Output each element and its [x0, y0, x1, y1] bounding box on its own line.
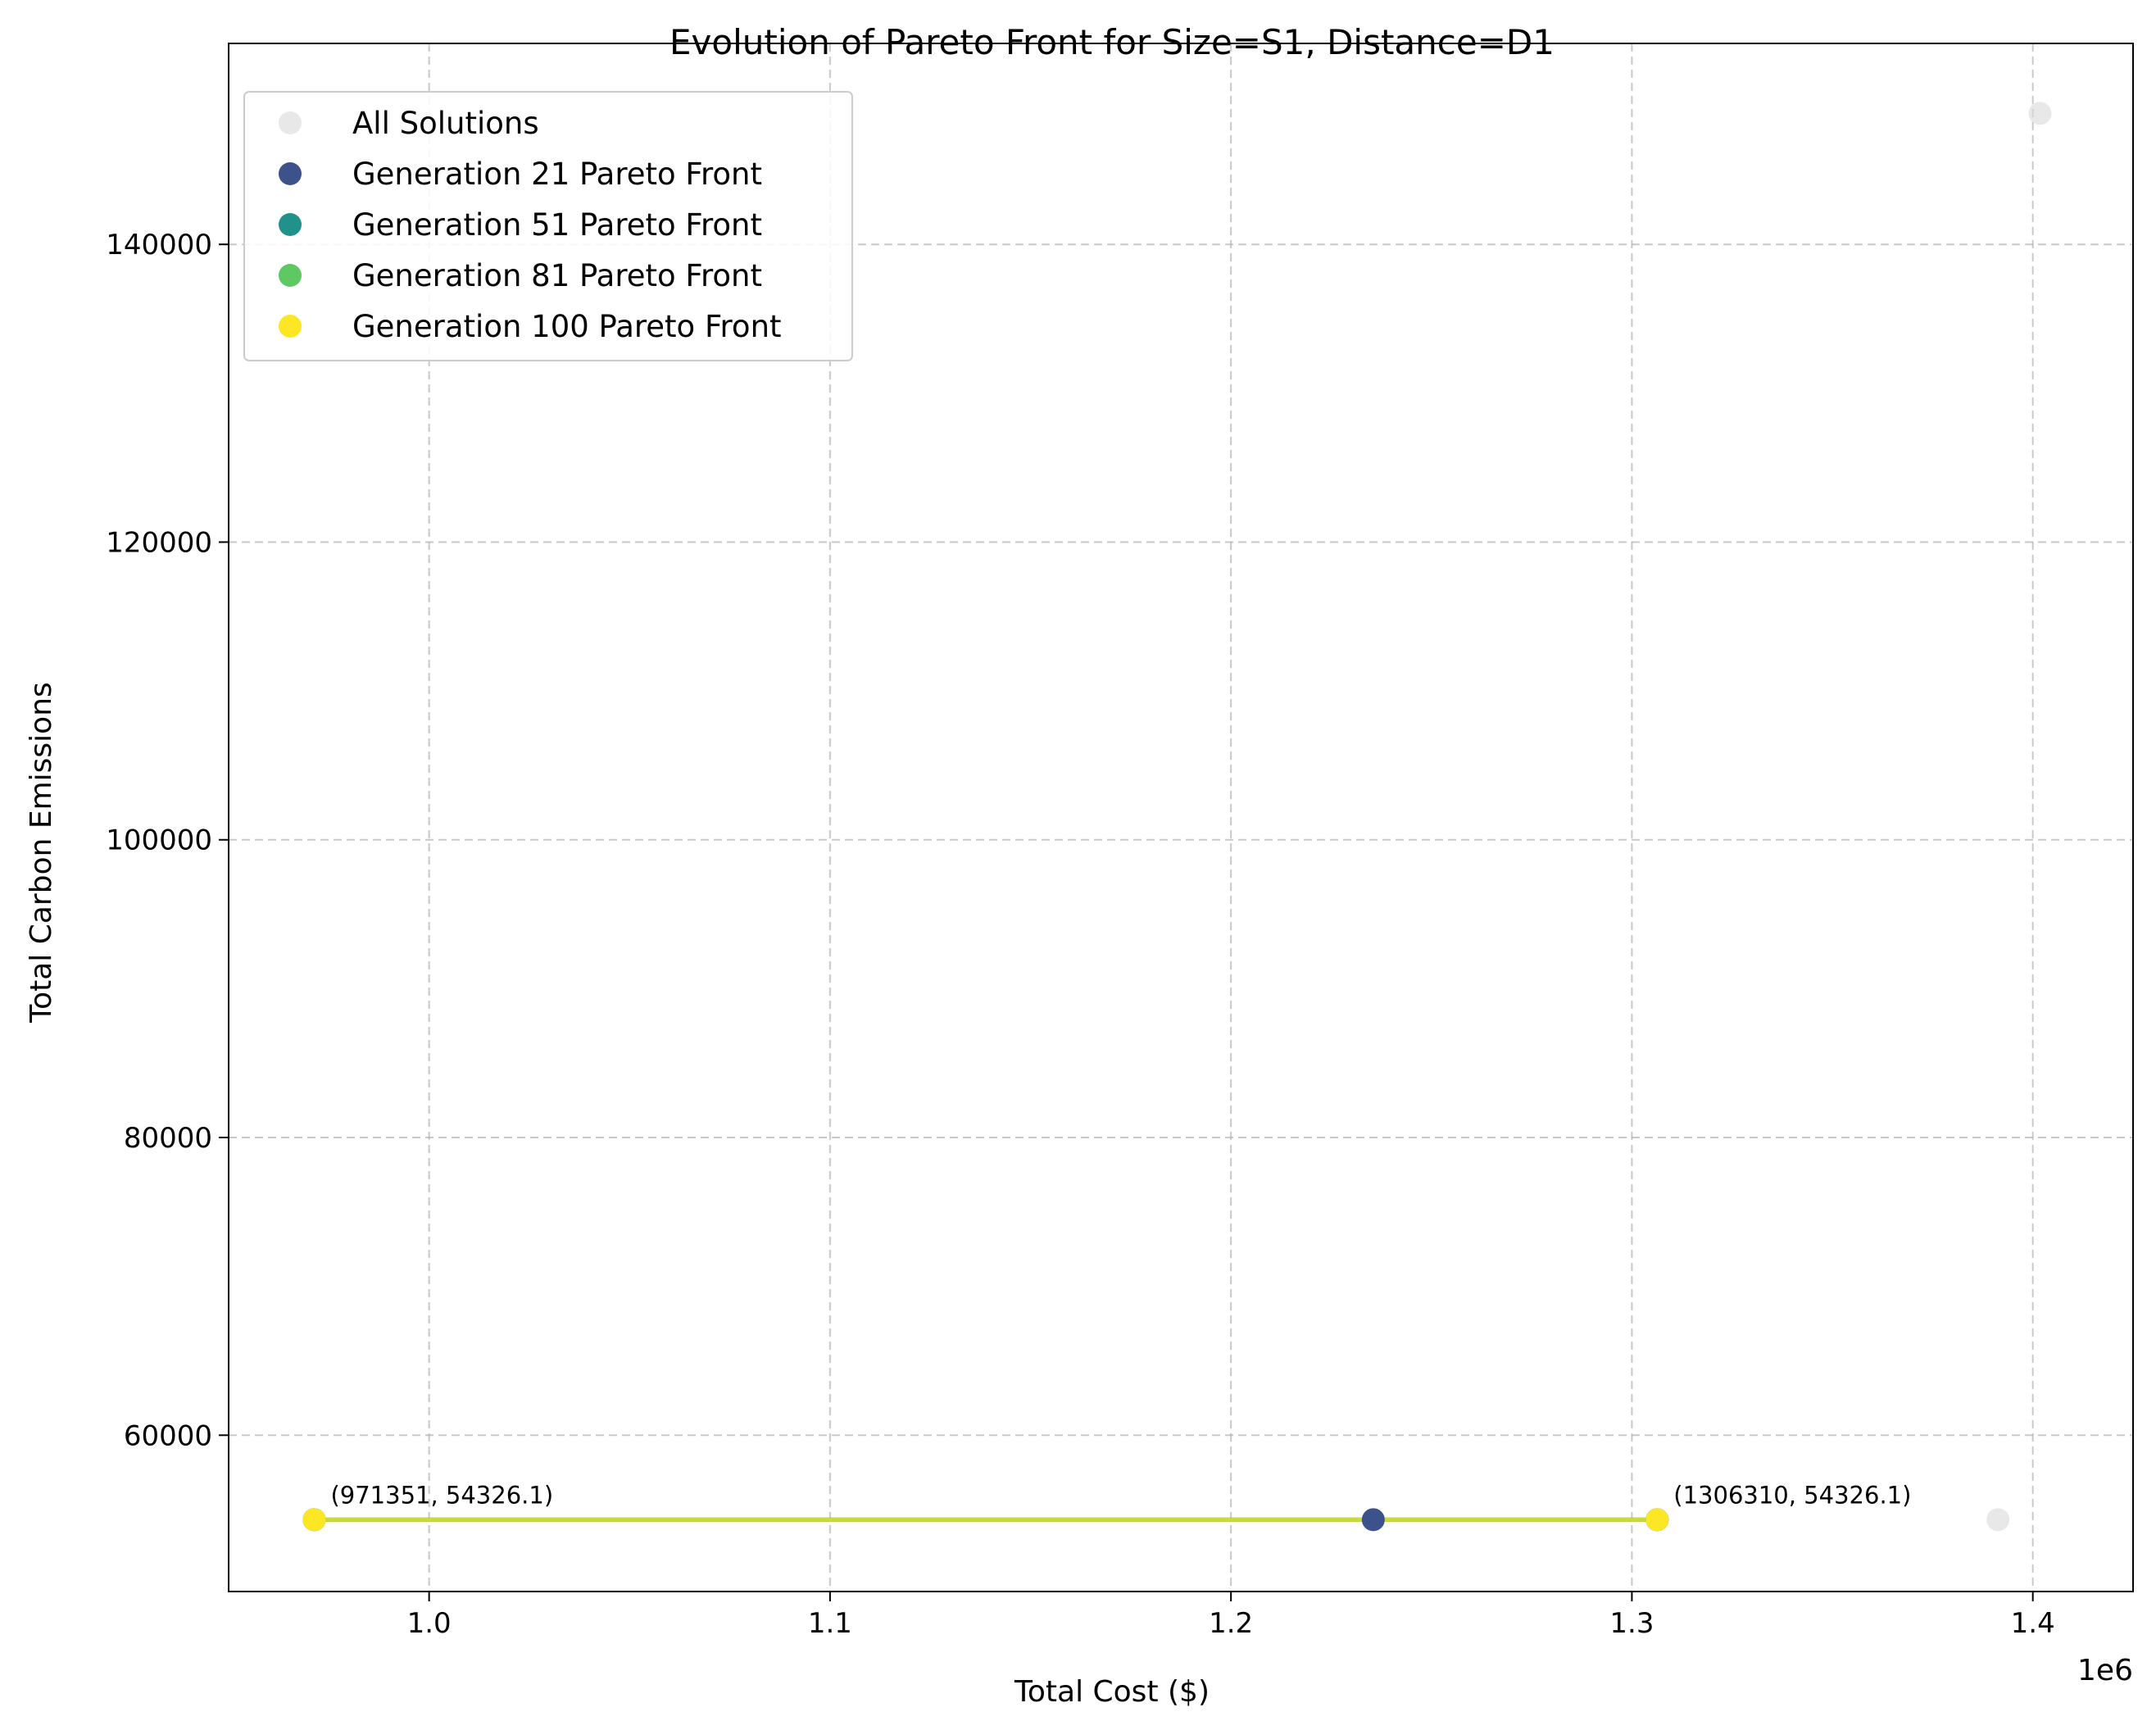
legend-label: Generation 81 Pareto Front — [352, 258, 762, 293]
x-tick-label: 1.0 — [407, 1607, 452, 1640]
legend: All Solutions Generation 21 Pareto Front G… — [243, 91, 853, 361]
legend-label: Generation 21 Pareto Front — [352, 157, 762, 192]
point-annotation: (1306310, 54326.1) — [1673, 1481, 1911, 1509]
data-point-series-0 — [2028, 102, 2052, 125]
y-tick-label: 140000 — [106, 229, 212, 261]
legend-box — [243, 91, 853, 361]
data-point-series-0 — [1986, 1508, 2010, 1532]
x-tick-label: 1.1 — [808, 1607, 852, 1640]
x-tick-label: 1.3 — [1609, 1607, 1654, 1640]
y-tick-label: 120000 — [106, 526, 212, 559]
plot-frame — [228, 43, 2134, 1592]
grid — [229, 43, 2133, 1592]
data-point-series-1 — [1361, 1508, 1385, 1532]
legend-marker — [279, 111, 302, 134]
data-point-series-4 — [302, 1508, 326, 1532]
legend-label: Generation 100 Pareto Front — [352, 309, 782, 344]
data-point-series-4 — [1645, 1508, 1669, 1532]
y-tick-label: 80000 — [124, 1122, 212, 1155]
annotations: (971351, 54326.1) (1306310, 54326.1) — [330, 1481, 1911, 1509]
y-axis-label: Total Carbon Emissions — [25, 682, 58, 1024]
legend-marker — [279, 315, 302, 338]
x-axis-label: Total Cost ($) — [1014, 1675, 1210, 1709]
x-tick-label: 1.4 — [2011, 1607, 2055, 1640]
legend-label: All Solutions — [352, 106, 539, 141]
y-tick-label: 60000 — [124, 1419, 212, 1452]
x-tick-label: 1.2 — [1209, 1607, 1253, 1640]
legend-marker — [279, 264, 302, 287]
x-axis-offset-label: 1e6 — [2077, 1654, 2133, 1687]
data-points — [302, 102, 2052, 1532]
legend-marker — [279, 162, 302, 185]
point-annotation: (971351, 54326.1) — [330, 1481, 553, 1509]
axis-ticks: 1.0 1.1 1.2 1.3 1.4 60000 80000 100000 120000 140… — [106, 229, 2055, 1640]
chart-title: Evolution of Pareto Front for Size=S1, D… — [669, 22, 1555, 62]
y-tick-label: 100000 — [106, 824, 212, 857]
legend-label: Generation 51 Pareto Front — [352, 207, 762, 243]
legend-marker — [279, 213, 302, 236]
